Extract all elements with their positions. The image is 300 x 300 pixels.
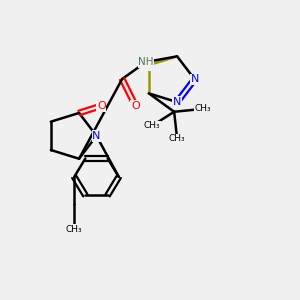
Text: S: S	[145, 60, 152, 70]
Text: CH₃: CH₃	[66, 225, 82, 234]
Text: CH₃: CH₃	[169, 134, 185, 143]
Text: NH: NH	[138, 57, 154, 67]
Text: CH₃: CH₃	[194, 104, 211, 113]
Text: O: O	[97, 101, 106, 111]
Text: N: N	[190, 74, 199, 84]
Text: N: N	[92, 131, 101, 141]
Text: CH₃: CH₃	[143, 122, 160, 130]
Text: N: N	[173, 97, 181, 107]
Text: O: O	[131, 101, 140, 111]
